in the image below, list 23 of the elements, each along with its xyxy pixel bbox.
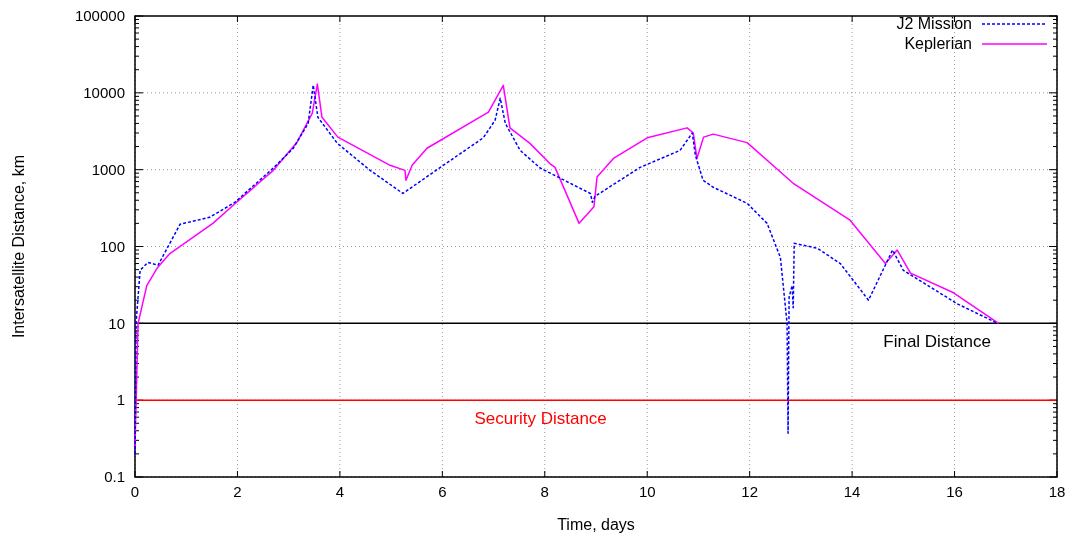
x-tick-label: 10 xyxy=(638,483,656,500)
ref-line-label: Security Distance xyxy=(474,409,607,429)
y-tick-label: 100 xyxy=(99,237,125,255)
x-tick-label: 4 xyxy=(335,483,345,500)
y-tick-label: 1000 xyxy=(91,160,125,178)
x-tick-label: 16 xyxy=(946,483,963,500)
legend-label: Keplerian xyxy=(904,35,972,52)
ref-line-label: Final Distance xyxy=(883,332,991,352)
x-tick-label: 12 xyxy=(741,483,759,500)
x-tick-label: 2 xyxy=(233,483,242,500)
legend-label: J2 Mission xyxy=(896,15,972,32)
x-tick-label: 14 xyxy=(843,483,861,500)
x-tick-label: 18 xyxy=(1048,483,1066,500)
y-axis-title: Intersatellite Distance, km xyxy=(10,154,27,339)
x-tick-label: 8 xyxy=(540,483,549,500)
x-tick-label: 0 xyxy=(130,483,140,500)
y-tick-label: 1 xyxy=(116,391,125,409)
x-tick-label: 6 xyxy=(438,483,447,500)
y-tick-label: 10 xyxy=(108,314,125,332)
y-tick-label: 10000 xyxy=(83,84,125,102)
y-tick-label: 100000 xyxy=(74,7,125,25)
y-tick-label: 0.1 xyxy=(104,468,125,486)
x-axis-title: Time, days xyxy=(557,516,635,533)
